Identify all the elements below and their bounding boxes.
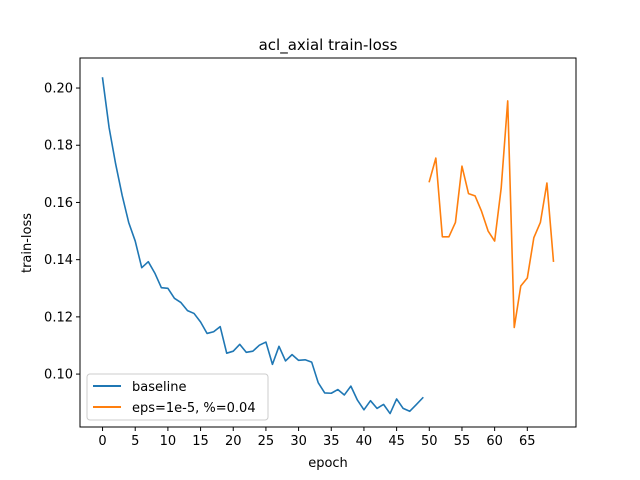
- x-tick-label: 5: [131, 434, 139, 449]
- y-tick-label: 0.10: [44, 368, 73, 383]
- x-tick-label: 50: [421, 434, 438, 449]
- x-tick-label: 0: [98, 434, 106, 449]
- plot-frame: [79, 57, 577, 428]
- legend-frame: [86, 373, 269, 421]
- x-tick-label: 25: [258, 434, 275, 449]
- x-tick-label: 40: [356, 434, 373, 449]
- legend: baseline eps=1e-5, %=0.04: [86, 373, 269, 421]
- x-tick-label: 10: [160, 434, 177, 449]
- x-tick-label: 35: [323, 434, 340, 449]
- x-tick-label: 30: [290, 434, 307, 449]
- x-tick-label: 55: [454, 434, 471, 449]
- x-axis: 0 5 10 15 20 25 30 35 40 45 50 55 60 65: [98, 427, 536, 449]
- chart-title: acl_axial train-loss: [259, 36, 398, 55]
- x-tick-label: 45: [388, 434, 405, 449]
- legend-label-eps: eps=1e-5, %=0.04: [132, 401, 256, 416]
- series-line-1: [428, 100, 555, 329]
- y-axis: 0.10 0.12 0.14 0.16 0.18 0.20: [44, 82, 80, 383]
- x-tick-label: 15: [192, 434, 209, 449]
- x-tick-label: 65: [519, 434, 536, 449]
- series-line-0: [101, 77, 424, 415]
- legend-label-baseline: baseline: [132, 380, 186, 395]
- y-tick-label: 0.18: [44, 139, 73, 154]
- y-tick-label: 0.20: [44, 82, 73, 97]
- x-tick-label: 60: [486, 434, 503, 449]
- series-layer: [101, 77, 555, 415]
- y-tick-label: 0.12: [44, 310, 73, 325]
- y-tick-label: 0.16: [44, 196, 73, 211]
- y-axis-label: train-loss: [20, 213, 35, 273]
- x-axis-label: epoch: [308, 456, 348, 471]
- x-tick-label: 20: [225, 434, 242, 449]
- y-tick-label: 0.14: [44, 253, 73, 268]
